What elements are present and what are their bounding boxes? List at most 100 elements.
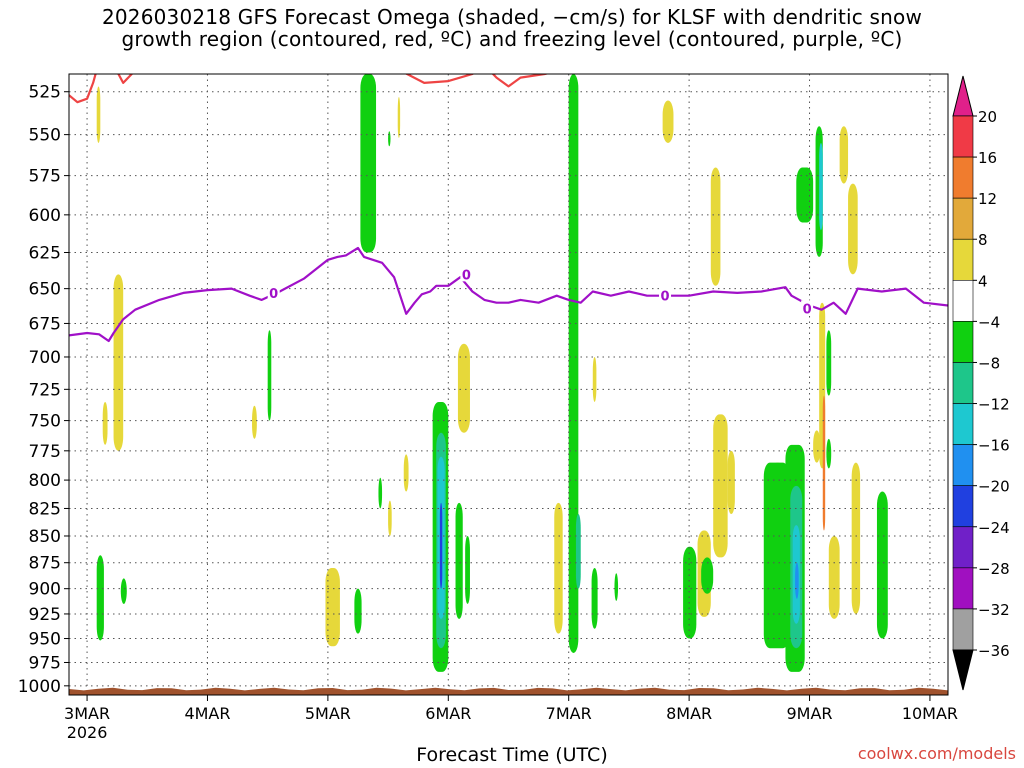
colorbar-bin-10 bbox=[952, 526, 974, 569]
y-tick-label-850: 850 bbox=[29, 527, 61, 547]
contour-label-bg-0-3 bbox=[801, 300, 814, 316]
omega-region-11 bbox=[397, 96, 401, 138]
omega-region-0 bbox=[96, 86, 101, 143]
omega-region-25 bbox=[592, 356, 597, 402]
omega-region-30 bbox=[713, 414, 728, 558]
y-tick-label-900: 900 bbox=[29, 580, 61, 600]
colorbar-label-2: 12 bbox=[978, 190, 997, 208]
omega-shading bbox=[96, 74, 888, 672]
y-tick-label-775: 775 bbox=[29, 442, 61, 462]
omega-region-39 bbox=[839, 126, 849, 184]
y-tick-label-875: 875 bbox=[29, 554, 61, 574]
x-tick-label-7MAR: 7MAR bbox=[546, 704, 592, 723]
chart-title-line-1: 2026030218 GFS Forecast Omega (shaded, −… bbox=[101, 5, 923, 29]
omega-region-51 bbox=[828, 535, 840, 619]
omega-region-31 bbox=[727, 450, 735, 515]
omega-region-24 bbox=[554, 502, 563, 634]
colorbar-label-9: −20 bbox=[978, 478, 1010, 496]
colorbar-bin-11 bbox=[952, 567, 974, 610]
y-tick-label-675: 675 bbox=[29, 314, 61, 334]
omega-region-14 bbox=[388, 500, 392, 536]
omega-region-23 bbox=[575, 514, 581, 589]
chart-title-line-2: growth region (contoured, red, ºC) and f… bbox=[121, 27, 903, 51]
contour-label-bg-0-0 bbox=[267, 284, 280, 300]
omega-region-18 bbox=[439, 502, 443, 589]
contour-label-0-1: 0 bbox=[462, 268, 471, 283]
omega-region-10 bbox=[388, 131, 391, 147]
x-tick-label-10MAR: 10MAR bbox=[902, 704, 958, 723]
omega-region-3 bbox=[96, 555, 104, 641]
omega-region-52 bbox=[851, 462, 861, 614]
x-tick-label-5MAR: 5MAR bbox=[305, 704, 351, 723]
omega-region-2 bbox=[102, 401, 108, 445]
contour-label-0-2: 0 bbox=[661, 290, 670, 305]
y-tick-label-750: 750 bbox=[29, 412, 61, 432]
contour-label-bg-0-2 bbox=[659, 287, 672, 303]
credit-link[interactable]: coolwx.com/models bbox=[857, 744, 1016, 763]
omega-region-12 bbox=[403, 454, 409, 492]
x-axis-label: Forecast Time (UTC) bbox=[416, 744, 608, 766]
colorbar-bin-1 bbox=[952, 156, 974, 199]
colorbar-label-7: −12 bbox=[978, 396, 1010, 414]
omega-region-27 bbox=[614, 573, 619, 601]
contour-label-0-3: 0 bbox=[803, 302, 812, 317]
omega-region-8 bbox=[354, 588, 362, 634]
terrain-ground bbox=[69, 687, 948, 695]
omega-region-53 bbox=[876, 491, 888, 639]
omega-region-29 bbox=[710, 167, 721, 286]
colorbar-bin-3 bbox=[952, 238, 974, 281]
colorbar-bin-4 bbox=[952, 280, 974, 322]
omega-region-36 bbox=[796, 167, 814, 223]
colorbar-label-6: −8 bbox=[978, 354, 1000, 372]
x-tick-sublabel-3MAR: 2026 bbox=[67, 723, 108, 742]
y-tick-label-525: 525 bbox=[29, 83, 61, 103]
omega-region-33 bbox=[683, 546, 697, 639]
omega-region-40 bbox=[848, 183, 858, 275]
y-tick-label-575: 575 bbox=[29, 167, 61, 187]
colorbar-bin-0 bbox=[952, 115, 974, 158]
omega-region-28 bbox=[662, 100, 674, 143]
x-tick-label-3MAR: 3MAR bbox=[64, 704, 110, 723]
colorbar-bin-7 bbox=[952, 403, 974, 445]
colorbar-label-3: 8 bbox=[978, 231, 988, 249]
x-tick-label-8MAR: 8MAR bbox=[666, 704, 712, 723]
y-tick-label-950: 950 bbox=[29, 630, 61, 650]
y-tick-label-650: 650 bbox=[29, 280, 61, 300]
x-tick-label-6MAR: 6MAR bbox=[425, 704, 471, 723]
x-tick-label-9MAR: 9MAR bbox=[787, 704, 833, 723]
colorbar-label-0: 20 bbox=[978, 108, 997, 126]
y-tick-label-600: 600 bbox=[29, 206, 61, 226]
colorbar-bin-6 bbox=[952, 362, 974, 404]
omega-region-13 bbox=[378, 477, 383, 509]
x-tick-label-4MAR: 4MAR bbox=[184, 704, 230, 723]
y-tick-label-975: 975 bbox=[29, 653, 61, 673]
contour-lines: 0 0 0 0 bbox=[69, 74, 948, 343]
colorbar-label-10: −24 bbox=[978, 519, 1010, 537]
y-tick-label-725: 725 bbox=[29, 380, 61, 400]
omega-region-20 bbox=[465, 535, 470, 604]
y-tick-label-1000: 1000 bbox=[18, 677, 61, 697]
omega-region-43 bbox=[813, 430, 821, 463]
y-tick-label-625: 625 bbox=[29, 243, 61, 263]
colorbar-bin-12 bbox=[952, 608, 974, 651]
omega-region-7 bbox=[325, 567, 340, 647]
colorbar-label-4: 4 bbox=[978, 272, 988, 290]
colorbar-bin-9 bbox=[952, 485, 974, 528]
omega-region-34 bbox=[701, 557, 714, 594]
y-tick-label-800: 800 bbox=[29, 471, 61, 491]
colorbar-label-11: −28 bbox=[978, 560, 1010, 578]
colorbar-bin-2 bbox=[952, 197, 974, 240]
omega-region-4 bbox=[120, 578, 127, 604]
y-tick-label-550: 550 bbox=[29, 126, 61, 146]
colorbar-label-1: 16 bbox=[978, 149, 997, 167]
omega-region-50 bbox=[795, 562, 799, 599]
colorbar-label-5: −4 bbox=[978, 313, 1000, 331]
chart-title: 2026030218 GFS Forecast Omega (shaded, −… bbox=[0, 6, 1024, 50]
series-line-1 bbox=[69, 74, 550, 104]
colorbar: 20 16 12 8 4 −4 −8 −12 −16 −20 −24 −28 −32 −36 bbox=[952, 75, 1010, 691]
colorbar-bin-5 bbox=[952, 321, 974, 363]
omega-region-44 bbox=[826, 330, 832, 396]
y-tick-label-825: 825 bbox=[29, 499, 61, 519]
